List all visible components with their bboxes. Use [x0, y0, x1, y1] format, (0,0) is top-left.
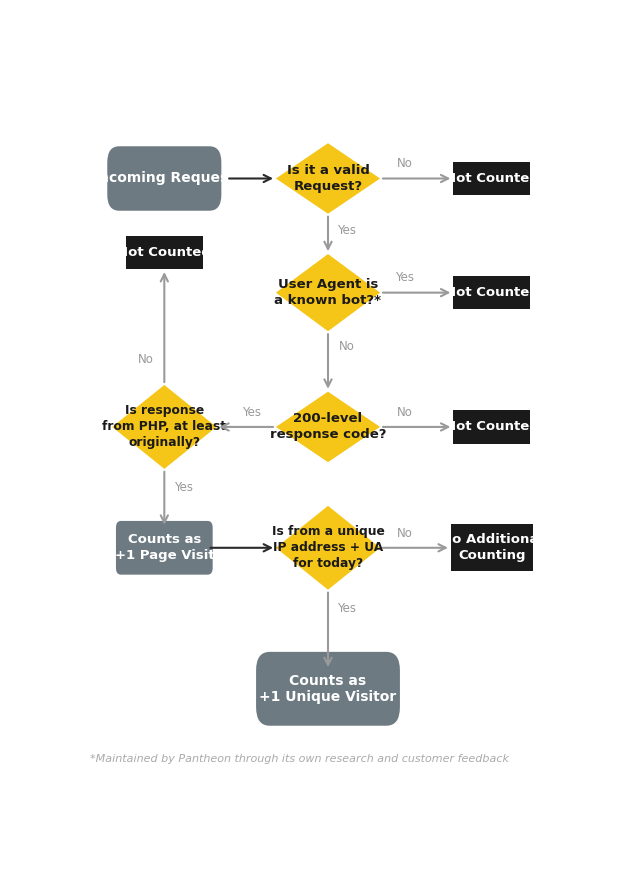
- Text: No: No: [397, 157, 413, 170]
- FancyBboxPatch shape: [256, 652, 400, 726]
- Text: Not Counted: Not Counted: [118, 246, 211, 259]
- Text: *Maintained by Pantheon through its own research and customer feedback: *Maintained by Pantheon through its own …: [90, 754, 509, 764]
- Text: User Agent is
a known bot?*: User Agent is a known bot?*: [275, 278, 381, 307]
- FancyBboxPatch shape: [451, 524, 532, 571]
- Text: Not Counted: Not Counted: [445, 420, 538, 433]
- Text: 200-level
response code?: 200-level response code?: [269, 412, 387, 441]
- Text: Yes: Yes: [173, 480, 193, 494]
- FancyBboxPatch shape: [108, 146, 221, 211]
- Polygon shape: [276, 254, 380, 331]
- FancyBboxPatch shape: [453, 410, 530, 444]
- Text: Is from a unique
IP address + UA
for today?: Is from a unique IP address + UA for tod…: [271, 525, 385, 570]
- Text: Not Counted: Not Counted: [445, 172, 538, 185]
- Text: Yes: Yes: [242, 405, 260, 419]
- Text: Yes: Yes: [337, 224, 356, 236]
- Text: Yes: Yes: [396, 271, 414, 284]
- Polygon shape: [276, 143, 380, 214]
- Text: Yes: Yes: [337, 602, 356, 615]
- FancyBboxPatch shape: [453, 161, 530, 195]
- Polygon shape: [276, 506, 380, 589]
- Text: Incoming Request: Incoming Request: [94, 172, 235, 186]
- Text: Counts as
+1 Page Visit: Counts as +1 Page Visit: [115, 534, 214, 562]
- Text: Is response
from PHP, at least
originally?: Is response from PHP, at least originall…: [102, 405, 227, 449]
- Text: Is it a valid
Request?: Is it a valid Request?: [287, 164, 369, 193]
- Text: No Additional
Counting: No Additional Counting: [441, 534, 543, 562]
- Text: Counts as
+1 Unique Visitor: Counts as +1 Unique Visitor: [259, 674, 397, 704]
- Text: No: No: [397, 527, 413, 540]
- Polygon shape: [112, 385, 216, 469]
- FancyBboxPatch shape: [116, 521, 212, 575]
- Text: Not Counted: Not Counted: [445, 286, 538, 299]
- FancyBboxPatch shape: [126, 235, 203, 269]
- Text: No: No: [138, 353, 154, 366]
- Polygon shape: [276, 392, 380, 462]
- Text: No: No: [397, 405, 413, 419]
- Text: No: No: [339, 340, 355, 353]
- FancyBboxPatch shape: [453, 276, 530, 310]
